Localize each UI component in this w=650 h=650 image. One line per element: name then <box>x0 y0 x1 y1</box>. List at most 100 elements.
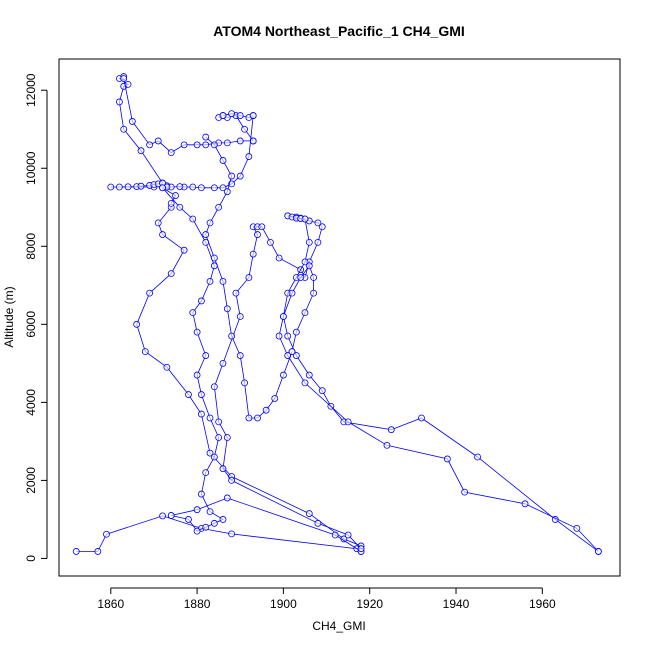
data-point <box>116 98 123 106</box>
data-point <box>193 328 201 336</box>
data-point <box>146 141 154 149</box>
data-point <box>219 278 227 285</box>
data-point <box>288 289 296 297</box>
data-point <box>573 524 581 532</box>
data-point <box>146 289 154 297</box>
data-point <box>236 112 244 119</box>
data-point <box>159 231 166 238</box>
data-point <box>275 332 283 340</box>
data-point <box>167 199 175 207</box>
data-point <box>228 477 236 484</box>
data-point <box>163 363 171 371</box>
data-point <box>314 238 322 246</box>
x-tick-label: 1860 <box>97 597 124 611</box>
data-point <box>210 519 218 527</box>
data-point <box>228 172 236 180</box>
data-point <box>124 80 132 88</box>
data-point <box>241 379 248 387</box>
data-point <box>198 410 205 418</box>
data-point <box>223 139 231 147</box>
y-tick-label: 6000 <box>24 311 38 338</box>
series-line <box>282 215 599 552</box>
data-point <box>288 348 296 356</box>
data-point <box>202 133 210 141</box>
y-tick-label: 10000 <box>24 151 38 185</box>
data-point <box>443 455 451 463</box>
data-point <box>301 309 309 317</box>
data-point <box>185 516 192 523</box>
data-point <box>305 262 313 270</box>
data-point <box>202 231 210 238</box>
data-point <box>228 110 236 118</box>
data-point <box>103 530 110 538</box>
data-point <box>461 488 469 496</box>
y-tick-label: 2000 <box>24 467 38 494</box>
data-point <box>271 395 279 402</box>
data-point <box>159 512 166 520</box>
x-tick-label: 1920 <box>356 597 383 611</box>
data-point <box>185 391 192 398</box>
data-point <box>198 391 205 398</box>
data-point <box>301 215 309 223</box>
data-point <box>305 238 313 246</box>
data-point <box>210 383 218 391</box>
data-point <box>202 523 210 531</box>
data-point <box>275 254 283 262</box>
y-axis-label: Altitude (m) <box>2 286 16 347</box>
data-point <box>236 137 244 145</box>
data-point <box>595 548 602 555</box>
data-point <box>331 531 339 539</box>
data-point <box>116 183 123 191</box>
data-point <box>236 352 244 359</box>
data-point <box>206 414 214 422</box>
data-point <box>202 352 210 359</box>
data-point <box>254 231 261 238</box>
data-point <box>223 494 231 502</box>
data-point <box>305 510 313 517</box>
data-point <box>383 441 391 449</box>
data-point <box>318 387 326 395</box>
data-point <box>249 112 257 119</box>
data-point <box>223 434 231 441</box>
data-point <box>210 453 218 461</box>
series-line <box>213 215 362 549</box>
data-point <box>167 149 175 157</box>
data-point <box>232 289 240 297</box>
data-point <box>258 223 266 231</box>
data-point <box>154 219 162 227</box>
data-point <box>198 490 205 498</box>
data-point <box>284 332 292 340</box>
data-point <box>176 183 184 190</box>
data-point <box>223 188 231 196</box>
x-axis: 1860 1880 1900 1920 1940 1960 <box>97 587 556 611</box>
data-point <box>279 313 287 320</box>
data-point <box>193 141 201 149</box>
data-point <box>193 506 201 514</box>
data-point <box>292 352 300 359</box>
data-point <box>305 371 313 379</box>
y-axis: 0 2000 4000 6000 8000 10000 12000 <box>24 73 48 562</box>
data-point <box>154 137 162 145</box>
series-line <box>278 264 599 552</box>
data-point <box>176 203 184 211</box>
data-point <box>279 371 287 379</box>
data-point <box>215 418 223 426</box>
data-point <box>297 274 305 281</box>
series-line <box>171 497 362 552</box>
data-point <box>245 274 253 281</box>
series-line <box>136 207 362 547</box>
data-point <box>133 320 141 328</box>
chart-title: ATOM4 Northeast_Pacific_1 CH4_GMI <box>213 23 465 39</box>
data-point <box>167 270 175 278</box>
data-point <box>301 379 309 387</box>
data-point <box>193 371 201 379</box>
x-tick-label: 1880 <box>184 597 211 611</box>
data-point <box>301 258 309 266</box>
data-point <box>344 418 352 426</box>
data-point <box>228 332 236 340</box>
data-point <box>219 465 227 473</box>
data-point <box>215 434 223 441</box>
data-point <box>120 125 128 133</box>
data-point <box>387 426 395 434</box>
data-point <box>249 250 257 258</box>
